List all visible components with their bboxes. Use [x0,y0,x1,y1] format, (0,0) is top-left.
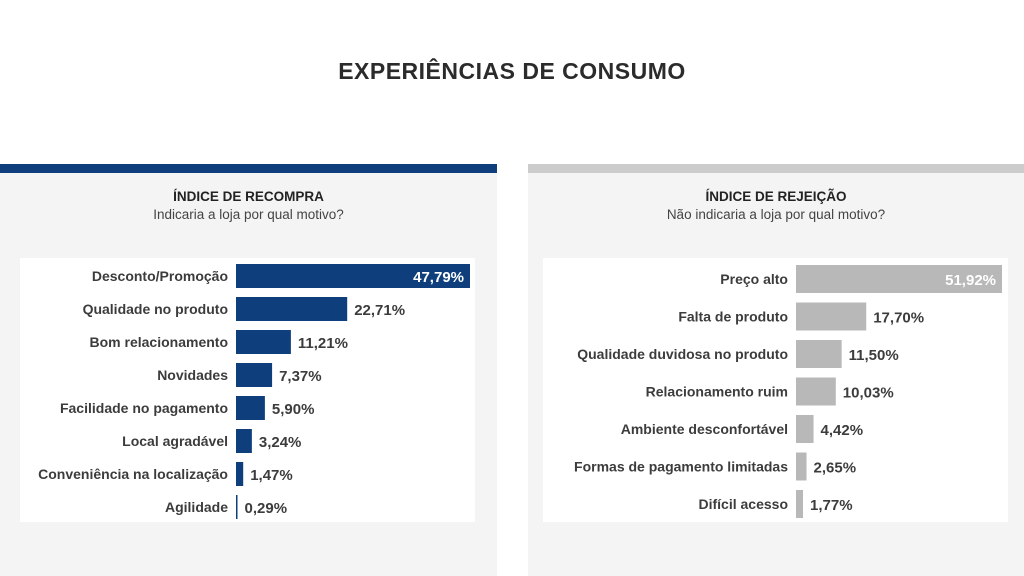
rejeicao-bar [796,452,807,481]
recompra-category-label: Novidades [157,367,228,383]
rejeicao-value-label: 2,65% [814,460,857,477]
rejeicao-category-label: Falta de produto [678,309,788,325]
rejeicao-category-label: Formas de pagamento limitadas [574,459,788,475]
recompra-value-label: 1,47% [250,467,293,484]
rejeicao-value-label: 51,92% [945,272,996,289]
recompra-value-label: 3,24% [259,434,302,451]
recompra-subtitle: Indicaria a loja por qual motivo? [153,207,344,222]
rejeicao-value-label: 11,50% [849,347,899,364]
rejeicao-category-label: Qualidade duvidosa no produto [577,346,788,362]
recompra-bar [236,429,252,453]
recompra-category-label: Qualidade no produto [83,301,228,317]
recompra-bar [236,363,273,387]
rejeicao-subtitle: Não indicaria a loja por qual motivo? [666,207,886,222]
panel-accent-bar [528,164,1024,173]
rejeicao-title: ÍNDICE DE REJEIÇÃO [705,189,847,204]
recompra-value-label: 22,71% [354,302,405,319]
recompra-category-label: Conveniência na localização [38,466,228,482]
rejeicao-chart: Preço alto 51,92% Falta de produto 17,70% Qu… [574,265,1002,518]
recompra-bar [236,462,244,486]
rejeicao-bar [796,302,867,331]
recompra-category-label: Agilidade [165,499,228,515]
rejeicao-bar [796,377,836,406]
recompra-bar [236,396,265,420]
rejeicao-bar [796,340,842,368]
rejeicao-value-label: 17,70% [873,310,924,327]
rejeicao-bar [796,415,814,443]
recompra-category-label: Bom relacionamento [90,334,228,350]
recompra-value-label: 0,29% [245,500,288,517]
rejeicao-category-label: Difícil acesso [699,496,789,512]
recompra-category-label: Facilidade no pagamento [60,400,228,416]
recompra-value-label: 47,79% [413,269,464,286]
recompra-value-label: 5,90% [272,401,315,418]
panel-accent-bar [0,164,497,173]
rejeicao-category-label: Relacionamento ruim [646,384,788,400]
recompra-category-label: Local agradável [122,433,228,449]
rejeicao-value-label: 10,03% [843,385,894,402]
recompra-panel: ÍNDICE DE RECOMPRA Indicaria a loja por … [0,164,497,576]
rejeicao-value-label: 4,42% [821,422,864,439]
recompra-category-label: Desconto/Promoção [92,268,228,284]
recompra-value-label: 7,37% [279,368,322,385]
rejeicao-value-label: 1,77% [810,497,853,514]
recompra-bar [236,495,238,519]
recompra-chart-card: Desconto/Promoção 47,79% Qualidade no prod… [20,258,475,522]
rejeicao-bar [796,490,804,518]
rejeicao-bar [796,265,1002,293]
recompra-title: ÍNDICE DE RECOMPRA [173,189,324,204]
recompra-value-label: 11,21% [298,335,348,352]
recompra-bar [236,264,470,288]
rejeicao-panel: ÍNDICE DE REJEIÇÃO Não indicaria a loja … [528,164,1024,576]
recompra-bar [236,330,291,354]
page-title: EXPERIÊNCIAS DE CONSUMO [338,58,686,84]
rejeicao-category-label: Ambiente desconfortável [621,421,788,437]
recompra-chart: Desconto/Promoção 47,79% Qualidade no prod… [38,264,470,519]
recompra-bar [236,297,348,321]
rejeicao-chart-card: Preço alto 51,92% Falta de produto 17,70% Qu… [543,258,1008,522]
rejeicao-category-label: Preço alto [720,271,788,287]
